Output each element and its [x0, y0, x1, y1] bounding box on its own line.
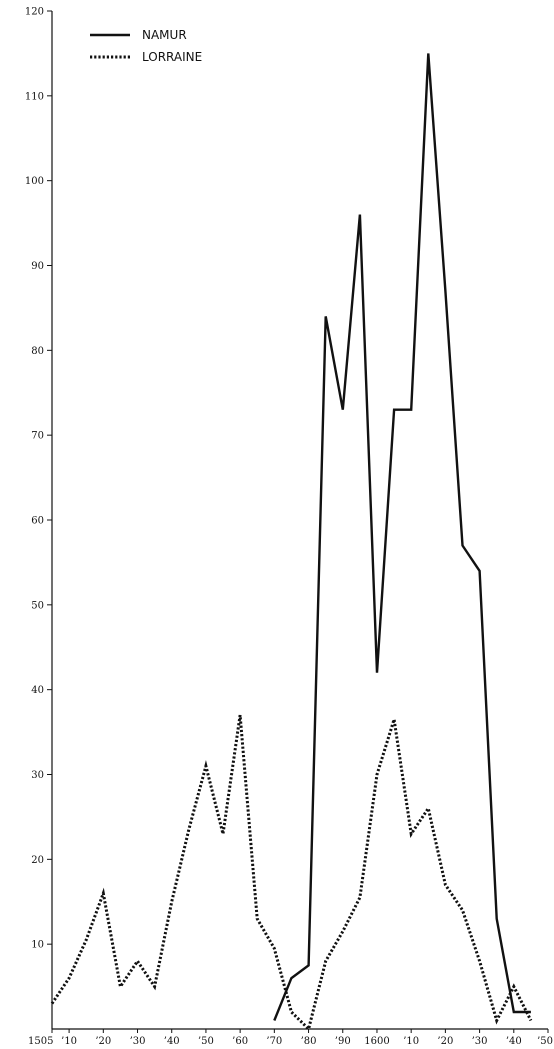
x-tick-label: 1600: [364, 1036, 389, 1047]
legend-label-namur: NAMUR: [142, 28, 187, 42]
y-tick-label: 50: [31, 600, 44, 611]
series-line-lorraine: [50, 714, 533, 1032]
x-tick-label: ’40: [506, 1036, 522, 1047]
y-tick-label: 80: [31, 346, 44, 357]
x-tick-label: ’20: [95, 1036, 111, 1047]
y-tick-label: 120: [25, 7, 44, 18]
x-tick-label: ’30: [472, 1036, 488, 1047]
y-tick-label: 20: [31, 855, 44, 866]
x-tick-label: ’20: [437, 1036, 453, 1047]
y-tick-label: 70: [31, 431, 44, 442]
y-tick-label: 30: [31, 770, 44, 781]
legend: NAMUR LORRAINE: [90, 28, 202, 64]
y-tick-label: 100: [25, 176, 44, 187]
x-tick-label: ’50: [537, 1036, 553, 1047]
x-tick-label: ’10: [403, 1036, 419, 1047]
y-tick-label: 60: [31, 516, 44, 527]
x-tick-label: ’50: [198, 1036, 214, 1047]
x-tick-label: ’40: [164, 1036, 180, 1047]
x-tick-label: 1505: [28, 1036, 53, 1047]
series-layer: [50, 53, 533, 1032]
x-tick-label: ’90: [335, 1036, 351, 1047]
x-tick-label: ’60: [232, 1036, 248, 1047]
y-tick-label: 10: [31, 940, 44, 951]
x-tick-label: ’80: [301, 1036, 317, 1047]
y-tick-label: 40: [31, 685, 44, 696]
x-tick-label: ’30: [130, 1036, 146, 1047]
axes: 10 20 30 40 50 60 70 80 90 100 110 120 1505 ’10 ’20 ’30…: [25, 7, 553, 1048]
y-tick-label: 90: [31, 261, 44, 272]
y-tick-label: 110: [25, 91, 44, 102]
legend-label-lorraine: LORRAINE: [142, 50, 202, 64]
series-line-namur: [273, 53, 531, 1021]
x-tick-label: ’70: [266, 1036, 282, 1047]
x-tick-label: ’10: [61, 1036, 77, 1047]
